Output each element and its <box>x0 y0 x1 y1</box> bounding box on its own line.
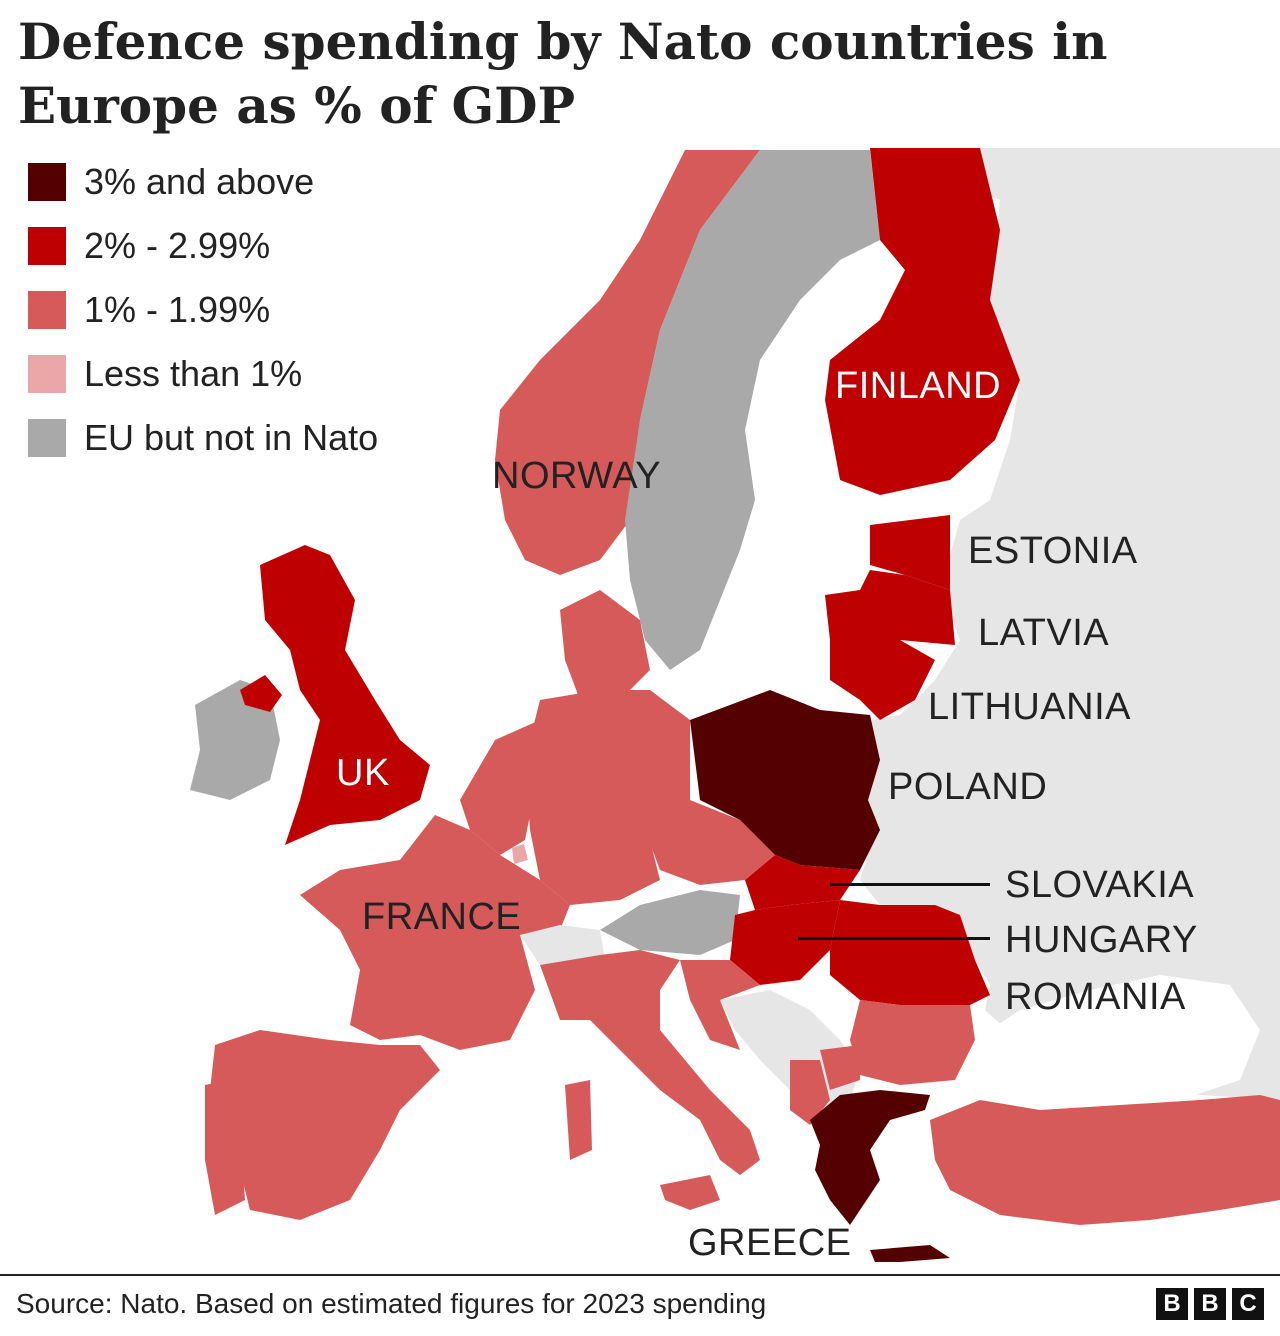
legend: 3% and above 2% - 2.99% 1% - 1.99% Less … <box>28 150 378 470</box>
europe-map <box>190 148 1280 1262</box>
country-croatia <box>680 960 760 1050</box>
legend-swatch-eu-not-nato <box>28 419 66 457</box>
logo-letter: B <box>1194 1288 1226 1320</box>
logo-letter: B <box>1156 1288 1188 1320</box>
label-poland: POLAND <box>888 766 1048 808</box>
legend-swatch-less-than-1 <box>28 355 66 393</box>
country-albania <box>790 1060 830 1125</box>
legend-item: 2% - 2.99% <box>28 214 378 278</box>
country-denmark <box>560 590 650 700</box>
legend-label: Less than 1% <box>84 353 303 394</box>
country-romania <box>830 900 990 1005</box>
country-italy <box>540 950 760 1175</box>
country-sweden <box>625 150 880 670</box>
country-finland <box>825 148 1020 495</box>
country-norway <box>495 150 760 575</box>
label-greece: GREECE <box>688 1222 852 1264</box>
country-bulgaria <box>850 1000 975 1085</box>
leader-line-slovakia <box>830 883 990 886</box>
label-romania: ROMANIA <box>1005 976 1186 1018</box>
logo-letter: C <box>1232 1288 1264 1320</box>
country-crete <box>870 1245 950 1262</box>
country-lithuania <box>830 640 935 720</box>
label-latvia: LATVIA <box>978 612 1110 654</box>
country-northern-ireland <box>240 675 282 712</box>
label-finland: FINLAND <box>835 365 1002 407</box>
label-estonia: ESTONIA <box>968 530 1138 572</box>
label-france: FRANCE <box>362 896 522 938</box>
country-north-macedonia <box>820 1045 860 1090</box>
legend-item: Less than 1% <box>28 342 378 406</box>
label-lithuania: LITHUANIA <box>928 686 1131 728</box>
country-france <box>300 815 570 1050</box>
legend-swatch-1-to-2 <box>28 291 66 329</box>
country-estonia <box>870 515 950 590</box>
legend-label: 2% - 2.99% <box>84 225 271 266</box>
legend-item: 1% - 1.99% <box>28 278 378 342</box>
country-slovakia <box>745 855 860 910</box>
country-sicily <box>660 1175 720 1210</box>
country-uk <box>260 545 430 845</box>
country-greece <box>810 1090 930 1225</box>
legend-label: 1% - 1.99% <box>84 289 271 330</box>
non-member-land-east <box>860 148 1280 1100</box>
label-hungary: HUNGARY <box>1005 919 1198 961</box>
legend-swatch-3-plus <box>28 163 66 201</box>
source-note: Source: Nato. Based on estimated figures… <box>16 1288 767 1319</box>
country-ireland <box>190 680 280 800</box>
bbc-logo: B B C <box>1156 1288 1264 1320</box>
footer-divider <box>0 1274 1280 1276</box>
country-latvia <box>825 570 955 645</box>
country-germany <box>525 690 690 905</box>
label-slovakia: SLOVAKIA <box>1005 864 1195 906</box>
country-austria <box>600 890 740 955</box>
country-luxembourg <box>512 844 528 864</box>
country-portugal <box>205 1080 245 1215</box>
chart-title: Defence spending by Nato countries in Eu… <box>18 12 1108 135</box>
legend-label: 3% and above <box>84 161 315 202</box>
legend-label: EU but not in Nato <box>84 417 379 458</box>
country-sardinia <box>565 1080 592 1160</box>
label-uk: UK <box>336 752 390 794</box>
legend-swatch-2-to-3 <box>28 227 66 265</box>
legend-item: 3% and above <box>28 150 378 214</box>
leader-line-hungary <box>798 937 990 940</box>
legend-item: EU but not in Nato <box>28 406 378 470</box>
country-spain <box>210 1030 440 1220</box>
label-norway: NORWAY <box>492 455 662 497</box>
country-hungary <box>730 900 840 985</box>
country-poland <box>690 690 880 870</box>
country-benelux <box>460 720 540 855</box>
country-czechia <box>645 800 775 885</box>
black-sea <box>975 975 1260 1100</box>
country-turkey <box>930 1095 1280 1225</box>
